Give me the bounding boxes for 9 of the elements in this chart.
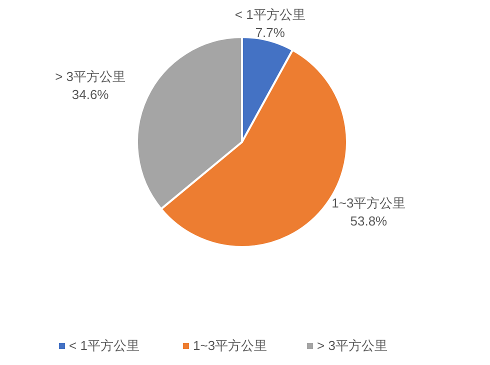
legend-label: < 1平方公里 — [69, 338, 140, 353]
data-label: 7.7% — [255, 25, 286, 40]
legend-label: 1~3平方公里 — [193, 338, 268, 353]
slice-label: > 3平方公里 — [55, 68, 126, 84]
data-label: 34.6% — [72, 86, 110, 102]
legend-label: > 3平方公里 — [317, 338, 388, 353]
slice-label: < 1平方公里 — [234, 7, 306, 22]
slice-label: 1~3平方公里 — [332, 195, 406, 210]
data-label: 53.8% — [350, 213, 388, 228]
